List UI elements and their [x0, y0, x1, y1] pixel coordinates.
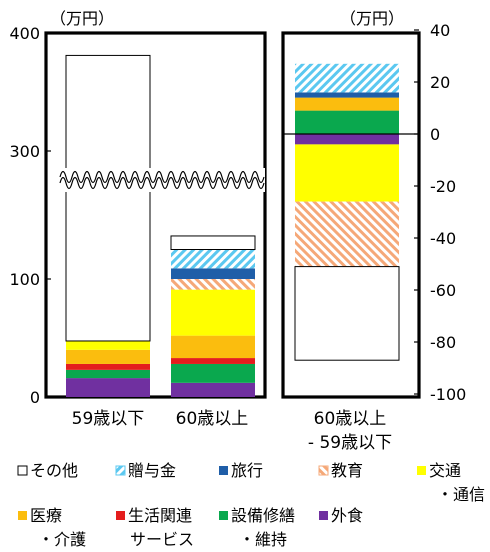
legend-label-repair: 設備修繕 — [231, 506, 295, 525]
legend-label-dining: 外食 — [331, 506, 363, 525]
legend-swatch-dining — [319, 511, 328, 520]
bar-segment-repair — [66, 369, 150, 379]
axis-break-waves — [55, 168, 265, 192]
bar-segment-repair — [171, 363, 255, 383]
right-y-ticks: 40 20 0 -20 -40 -60 -80 -100 — [414, 21, 466, 404]
legend-label-medical: 医療 — [30, 506, 62, 525]
legend-label-service-line2: サービス — [130, 530, 194, 549]
bar-segment-other — [170, 235, 256, 251]
bar-segment-travel — [171, 268, 255, 279]
bar-segment-medical — [66, 349, 150, 364]
axis-break-wave — [59, 176, 265, 190]
left-category-label: 60歳以上 — [176, 409, 249, 429]
bar-segment-dining — [66, 378, 150, 397]
left-panel: （万円） 0 100 300 400 59歳以下 60歳以上 — [9, 9, 267, 429]
right-panel: （万円） 40 20 0 -20 -40 -60 -80 -100 60歳以上 - 59歳以下 — [281, 9, 466, 453]
bar-segment-education — [295, 201, 399, 267]
left-category-labels: 59歳以下 60歳以上 — [72, 409, 249, 429]
left-y-ticks: 0 100 300 400 — [9, 24, 51, 407]
legend-label-medical-line2: ・介護 — [38, 530, 86, 549]
right-unit-label: （万円） — [340, 9, 404, 28]
right-y-tick-label: -100 — [430, 385, 466, 404]
bar-segment-service — [66, 363, 150, 370]
legend-swatch-repair — [219, 511, 228, 520]
right-y-tick-label: -60 — [430, 281, 456, 300]
bar-segment-education — [171, 279, 255, 290]
legend-label-other: その他 — [30, 461, 78, 480]
right-y-tick-label: -20 — [430, 177, 456, 196]
bar-segment-service — [171, 358, 255, 364]
right-plot-frame — [281, 31, 421, 399]
left-category-label: 59歳以下 — [72, 409, 145, 429]
bar-segment-gift — [171, 249, 255, 269]
right-y-tick-label: 40 — [430, 21, 450, 40]
bar-segment-transport — [295, 144, 399, 202]
left-y-tick-label: 300 — [9, 142, 40, 161]
right-category-label: 60歳以上 — [314, 409, 387, 429]
right-y-tick-label: -40 — [430, 229, 456, 248]
bar-segment-travel — [295, 92, 399, 98]
right-bars — [294, 63, 400, 361]
bar-segment-dining — [295, 134, 399, 145]
left-bars — [65, 54, 256, 397]
bar-segment-medical — [171, 335, 255, 359]
right-category-labels: 60歳以上 - 59歳以下 — [308, 409, 392, 453]
right-y-tick-label: 0 — [430, 125, 440, 144]
legend-swatch-gift — [115, 465, 126, 476]
left-plot-frame — [44, 31, 267, 399]
left-y-tick-label: 0 — [30, 388, 40, 407]
left-y-tick-label: 100 — [9, 270, 40, 289]
legend-label-education: 教育 — [331, 461, 363, 480]
legend-label-transport-line2: ・通信 — [437, 485, 485, 504]
legend-label-repair-line2: ・維持 — [239, 530, 287, 549]
bar-segment-other — [65, 54, 151, 342]
legend-label-service: 生活関連 — [128, 506, 192, 525]
bar-segment-gift — [295, 63, 399, 93]
legend-swatch-other — [17, 465, 28, 476]
right-y-tick-label: -80 — [430, 333, 456, 352]
legend-swatch-transport — [417, 466, 426, 475]
bar-segment-repair — [295, 110, 399, 134]
right-category-label: - 59歳以下 — [308, 433, 392, 453]
axis-break-wave — [59, 170, 265, 184]
legend-label-gift: 贈与金 — [128, 461, 176, 480]
legend-swatch-medical — [18, 511, 27, 520]
legend-swatch-service — [116, 511, 125, 520]
right-y-tick-label: 20 — [430, 73, 450, 92]
left-unit-label: （万円） — [50, 9, 114, 28]
legend-swatch-education — [318, 465, 329, 476]
legend-label-travel: 旅行 — [231, 461, 263, 480]
bar-segment-transport — [171, 289, 255, 336]
legend-swatch-travel — [219, 466, 228, 475]
bar-segment-other — [294, 266, 400, 361]
bar-segment-dining — [171, 382, 255, 397]
legend-label-transport: 交通 — [429, 461, 461, 480]
bar-segment-medical — [295, 97, 399, 111]
left-y-tick-label: 400 — [9, 24, 40, 43]
